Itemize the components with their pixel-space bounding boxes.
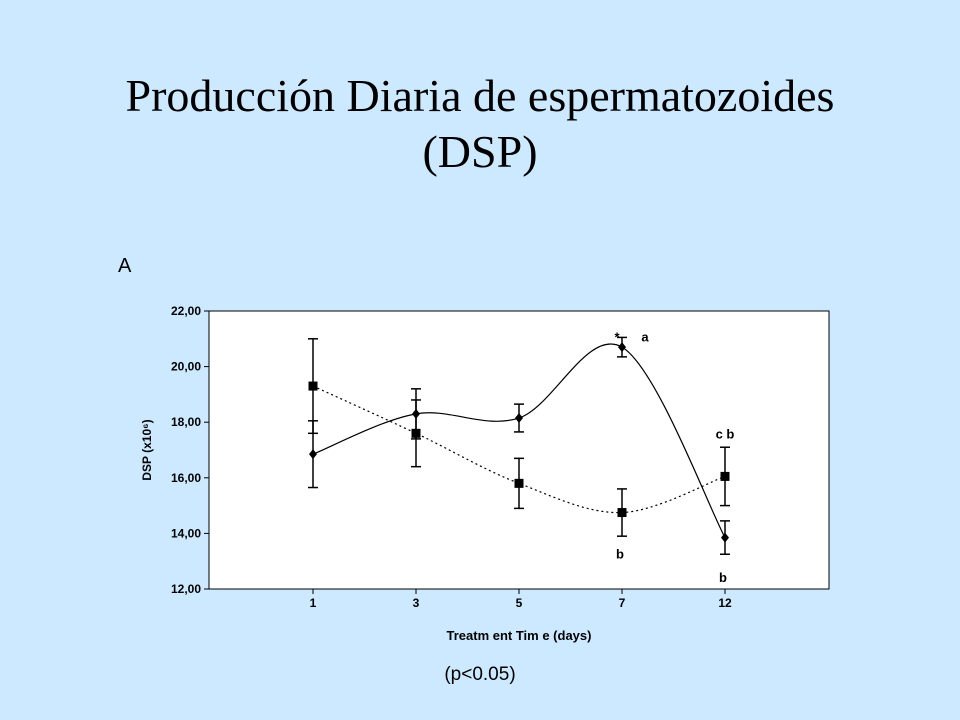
y-tick-label: 12,00 [171,582,201,596]
significance-note: (p<0.05) [444,664,516,685]
annotation-layer: * a c b b b [614,329,734,584]
y-axis-label: DSP (x10⁶) [140,419,154,480]
plot-area [208,310,830,590]
data-point-diamond [309,449,317,460]
data-point-diamond [515,413,523,424]
series-2-line [312,385,726,514]
x-tick-label: 3 [413,596,420,610]
significance-annotation: c b [716,427,735,442]
data-point-diamond [721,532,729,543]
x-tick-label: 7 [619,596,626,610]
y-tick-label: 14,00 [171,526,201,540]
data-point-diamond [618,342,626,353]
significance-annotation: * [614,329,620,344]
x-axis-label: Treatm ent Tim e (days) [447,628,592,643]
significance-annotation: b [719,570,727,585]
y-tick-label: 20,00 [171,360,201,374]
data-point-square [308,381,318,391]
data-point-square [514,478,524,488]
significance-annotation: b [616,546,624,561]
y-tick-label: 18,00 [171,415,201,429]
x-tick-label: 5 [516,596,523,610]
x-tick-label: 1 [310,596,317,610]
slide-title-line1: Producción Diaria de espermatozoides [125,70,835,121]
slide-title: Producción Diaria de espermatozoides (DS… [0,68,960,180]
series-2 [308,338,730,537]
data-point-square [617,508,627,518]
series-1-line [312,343,726,538]
significance-annotation: a [641,329,649,344]
panel-letter: A [118,255,132,277]
slide-title-line2: (DSP) [422,126,538,177]
y-tick-label: 22,00 [171,304,201,318]
data-point-square [411,428,421,438]
x-tick-label: 12 [718,596,732,610]
y-tick-label: 16,00 [171,471,201,485]
data-point-square [720,471,730,481]
series-layer [308,336,730,555]
axes: 12,00 14,00 16,00 18,00 20,00 22,00 1 3 5 7 12 [171,304,732,610]
